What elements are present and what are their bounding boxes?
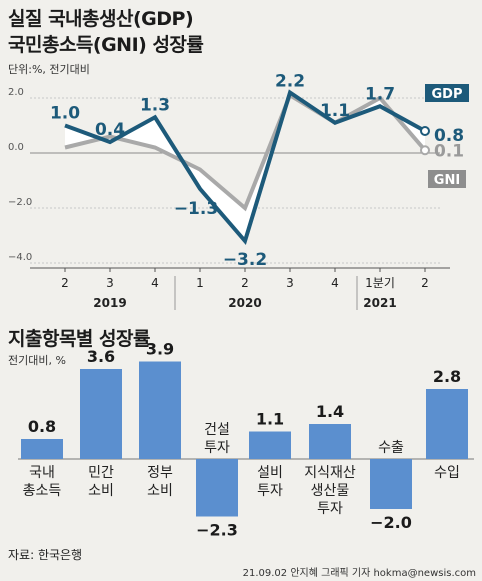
bar	[426, 389, 468, 459]
gdp-line	[64, 89, 426, 246]
x-tick-label: 2	[421, 276, 429, 290]
y-tick-label: −2.0	[8, 197, 32, 208]
bar-value-label: 0.8	[28, 417, 56, 436]
bar-category-label: 투자	[204, 440, 230, 456]
chart-unit-label: 단위:%, 전기대비	[8, 63, 90, 76]
x-tick-label: 1분기	[365, 276, 395, 290]
chart-title-line1: 실질 국내총생산(GDP)	[8, 8, 194, 30]
x-tick-label: 2	[61, 276, 69, 290]
gdp-legend-box	[425, 84, 469, 102]
bar	[196, 459, 238, 517]
y-tick-label: 2.0	[8, 87, 24, 98]
bar-category-label: 설비	[257, 465, 283, 481]
gdp-data-label: 1.0	[50, 104, 80, 124]
y-tick-label: 0.0	[8, 142, 24, 153]
bar	[80, 369, 122, 459]
bar-value-label: 1.4	[316, 402, 344, 421]
bar-category-label: 투자	[317, 501, 343, 517]
x-tick-label: 4	[331, 276, 339, 290]
year-label: 2021	[363, 296, 396, 310]
bar-value-label: 1.1	[256, 410, 284, 429]
bar-value-label: 3.6	[87, 347, 115, 366]
bar-category-label: 수출	[378, 440, 404, 456]
bar	[139, 361, 181, 459]
gni-legend-label: GNI	[434, 173, 460, 188]
bar-category-label: 총소득	[23, 483, 62, 499]
chart-title-line2: 국민총소득(GNI) 성장률	[8, 34, 204, 56]
bar-value-label: 3.9	[146, 340, 174, 359]
bar-category-label: 정부	[147, 465, 173, 481]
bar-category-label: 소비	[147, 483, 173, 499]
gni-legend-box	[428, 170, 466, 188]
bar-value-label: 2.8	[433, 367, 461, 386]
x-tick-label: 3	[286, 276, 294, 290]
gdp-end-point	[420, 126, 430, 136]
x-tick-label: 3	[106, 276, 114, 290]
gdp-data-label: 0.8	[434, 126, 464, 146]
gap-area	[65, 92, 425, 241]
bar-chart-title: 지출항목별 성장률	[8, 328, 150, 350]
credit-note: 21.09.02 안지혜 그래픽 기자 hokma@newsis.com	[242, 568, 476, 579]
gdp-data-label: −3.2	[223, 250, 267, 270]
bar	[21, 439, 63, 459]
bar-category-label: 국내	[29, 465, 55, 481]
gdp-data-label: 1.7	[365, 84, 395, 104]
gni-data-label: 0.1	[434, 141, 464, 161]
gdp-legend-label: GDP	[432, 87, 463, 102]
gdp-data-label: 1.3	[140, 95, 170, 115]
bar-category-label: 투자	[257, 483, 283, 499]
gdp-data-label: 2.2	[275, 72, 305, 92]
bar-value-label: −2.3	[196, 521, 238, 540]
bar	[249, 431, 291, 459]
bar-category-label: 생산물	[311, 483, 350, 499]
gni-line	[64, 92, 427, 212]
bar-category-label: 소비	[88, 483, 114, 499]
bar	[370, 459, 412, 509]
gdp-data-label: 0.4	[95, 120, 125, 140]
y-tick-label: −4.0	[8, 252, 32, 263]
bar-category-label: 건설	[204, 422, 230, 438]
year-label: 2019	[93, 296, 126, 310]
bar	[309, 424, 351, 459]
bar-value-label: −2.0	[370, 513, 412, 532]
year-label: 2020	[228, 296, 261, 310]
x-tick-label: 4	[151, 276, 159, 290]
bar-category-label: 민간	[88, 465, 114, 481]
x-tick-label: 1	[196, 276, 204, 290]
gni-end-point	[420, 145, 430, 156]
bar-category-label: 수입	[434, 465, 460, 481]
gdp-data-label: 1.1	[320, 101, 350, 121]
source-note: 자료: 한국은행	[8, 548, 83, 562]
line-chart: 2.0 0.0 −2.0 −4.0 1.0 0.4 1.3 −1.3 −3.2 2.2 1.1 1.7…	[8, 72, 469, 310]
bar-chart-unit-label: 전기대비, %	[8, 354, 66, 367]
gdp-data-label: −1.3	[174, 199, 218, 219]
bar-category-label: 지식재산	[304, 465, 356, 481]
x-tick-label: 2	[241, 276, 249, 290]
